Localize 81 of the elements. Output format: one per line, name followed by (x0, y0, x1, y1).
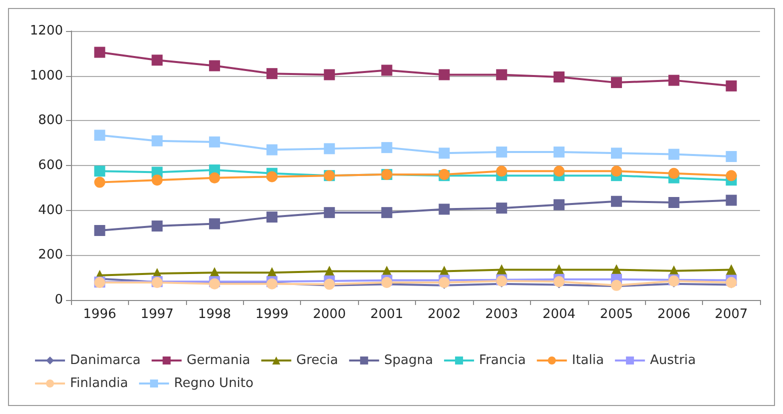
point (668, 74, 680, 86)
point (381, 64, 392, 76)
point (668, 196, 680, 208)
point (496, 146, 508, 158)
y-tick-label: 200 (38, 248, 63, 263)
point (266, 212, 278, 223)
point (554, 166, 565, 177)
point (438, 204, 450, 215)
point (496, 166, 508, 177)
x-tick-label: 1999 (255, 307, 289, 322)
point (726, 170, 737, 182)
point (438, 148, 450, 159)
x-tick-label: 1998 (198, 307, 232, 322)
point (152, 135, 163, 146)
point (726, 151, 737, 162)
point (726, 277, 737, 288)
x-tick-label: 2002 (428, 307, 461, 322)
point (381, 277, 392, 288)
x-tick-label: 2004 (542, 307, 576, 322)
point (94, 46, 106, 58)
point (438, 69, 450, 80)
point (209, 60, 220, 72)
x-tick-label: 2006 (657, 307, 690, 322)
point (496, 202, 508, 214)
y-tick-label: 800 (38, 113, 63, 128)
point (726, 264, 737, 276)
point (209, 136, 220, 148)
point (209, 218, 220, 230)
legend-label: Italia (572, 353, 604, 368)
y-tick-label: 600 (38, 158, 63, 173)
point (726, 194, 737, 206)
point (324, 69, 335, 80)
point (496, 69, 508, 80)
point (610, 280, 622, 291)
point (381, 207, 392, 218)
legend-label: Finlandia (70, 376, 128, 391)
point (610, 196, 622, 207)
x-tick-label: 2007 (714, 307, 748, 322)
x-tick-label: 2005 (600, 307, 634, 322)
y-tick-label: 1200 (30, 24, 63, 38)
point (324, 278, 335, 290)
legend-label: Grecia (296, 353, 338, 368)
point (266, 144, 278, 156)
point (324, 207, 335, 218)
point (726, 80, 737, 92)
point (324, 143, 335, 154)
y-tick-label: 0 (54, 292, 63, 308)
x-tick-label: 2000 (312, 307, 346, 322)
x-tick-label: 2003 (485, 307, 518, 322)
point (94, 166, 106, 177)
legend-label: Spagna (384, 353, 434, 368)
x-tick-label: 2001 (370, 307, 404, 322)
legend-label: Danimarca (70, 353, 141, 368)
y-tick-label: 400 (38, 202, 63, 218)
point (610, 148, 622, 159)
point (554, 276, 565, 288)
x-tick-label: 1996 (83, 307, 116, 322)
point (381, 142, 392, 154)
legend-label: Regno Unito (174, 376, 254, 391)
point (209, 172, 220, 184)
point (152, 54, 163, 66)
point (668, 148, 680, 160)
point (610, 77, 622, 88)
point (610, 166, 622, 177)
point (668, 168, 680, 179)
point (94, 225, 106, 236)
point (554, 146, 565, 158)
point (152, 174, 163, 186)
point (94, 130, 106, 141)
y-tick-label: 1000 (30, 68, 63, 84)
point (266, 171, 278, 182)
point (554, 199, 565, 210)
x-tick-label: 1997 (140, 307, 174, 322)
point (94, 176, 106, 188)
legend-label: Austria (650, 353, 696, 368)
point (152, 220, 163, 232)
point (438, 277, 450, 288)
point (266, 68, 278, 80)
legend-label: Germania (186, 353, 250, 368)
point (554, 71, 565, 82)
legend-label: Francia (479, 353, 526, 368)
